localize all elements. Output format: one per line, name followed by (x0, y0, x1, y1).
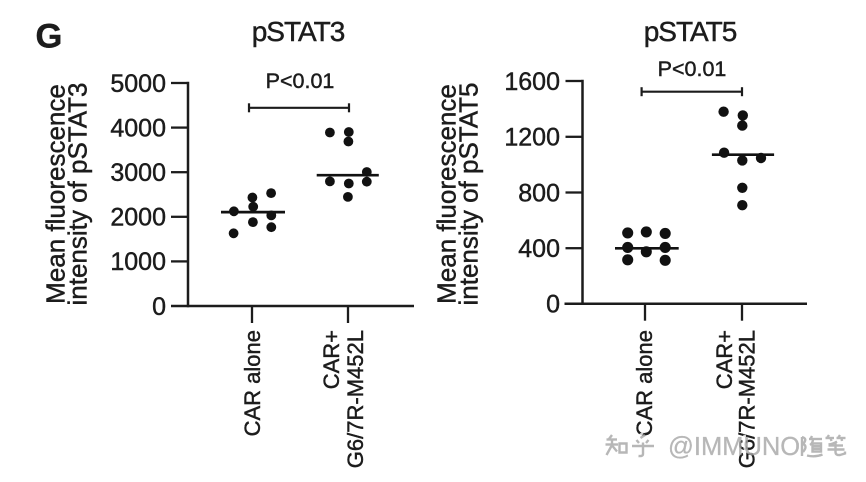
svg-text:CAR+: CAR+ (712, 330, 737, 389)
svg-text:1000: 1000 (110, 248, 166, 276)
svg-text:G: G (36, 18, 63, 56)
svg-text:5000: 5000 (110, 70, 166, 98)
svg-text:G6/7R-M452L: G6/7R-M452L (734, 330, 759, 468)
svg-text:@IMMUNO: @IMMUNO (668, 433, 800, 461)
svg-text:3000: 3000 (110, 159, 166, 187)
svg-text:0: 0 (546, 291, 560, 319)
svg-text:intensity of pSTAT5: intensity of pSTAT5 (454, 82, 484, 305)
svg-text:CAR alone: CAR alone (240, 330, 265, 436)
svg-text:P<0.01: P<0.01 (658, 57, 727, 81)
svg-text:Mean fluorescence: Mean fluorescence (431, 84, 461, 304)
svg-text:1600: 1600 (504, 68, 560, 96)
svg-text:CAR alone: CAR alone (632, 330, 657, 436)
svg-text:G6/7R-M452L: G6/7R-M452L (343, 330, 368, 468)
svg-text:1200: 1200 (504, 124, 560, 152)
svg-text:pSTAT3: pSTAT3 (252, 16, 345, 47)
svg-text:P<0.01: P<0.01 (266, 69, 335, 93)
svg-text:4000: 4000 (110, 114, 166, 142)
svg-text:800: 800 (518, 179, 560, 207)
svg-text:@IMMUNO: @IMMUNO (666, 431, 798, 459)
svg-text:Mean fluorescence: Mean fluorescence (40, 84, 70, 304)
svg-text:0: 0 (152, 293, 166, 321)
svg-text:400: 400 (518, 235, 560, 263)
svg-text:pSTAT5: pSTAT5 (644, 16, 737, 47)
svg-text:CAR+: CAR+ (319, 330, 344, 389)
svg-text:intensity of pSTAT3: intensity of pSTAT3 (62, 82, 92, 305)
svg-text:2000: 2000 (110, 204, 166, 232)
